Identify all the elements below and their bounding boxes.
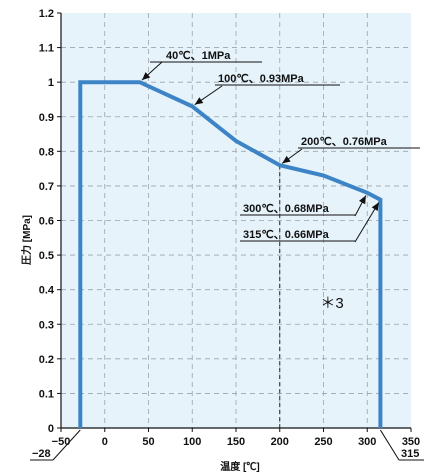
y-tick-label: 0.4: [39, 285, 55, 297]
x-extra-leader-right: [379, 429, 400, 461]
annotation-arrowhead: [282, 155, 291, 164]
x-extra-label-left: −28: [32, 448, 51, 460]
x-tick-label: 150: [227, 436, 245, 448]
y-tick-label: 1.2: [39, 8, 54, 20]
annotation-label: 300℃、0.68MPa: [243, 203, 330, 215]
annotation-label: 315℃、0.66MPa: [243, 229, 330, 241]
series-line: [78, 80, 383, 428]
x-extra-leader-left: [52, 429, 81, 461]
x-tick-label: −50: [52, 436, 71, 448]
x-tick-label: 250: [314, 436, 332, 448]
y-tick-label: 0.7: [39, 181, 54, 193]
annotation-arrowhead: [371, 202, 379, 211]
annotations: 40℃、1MPa 100℃、0.93MPa 200℃、0.76MPa 300℃、0.6…: [141, 50, 420, 243]
y-tick-label: 0.6: [39, 216, 54, 228]
annotation-label: 40℃、1MPa: [166, 50, 231, 62]
y-tick-label: 0.2: [39, 354, 54, 366]
y-tick-label: 0.1: [39, 388, 54, 400]
y-tick-label: 0.5: [39, 250, 54, 262]
annotation-label: 200℃、0.76MPa: [301, 136, 388, 148]
y-axis-label: 圧力 [MPa]: [20, 215, 33, 265]
annotation-arrowhead: [141, 72, 151, 81]
x-tick-label: 100: [183, 436, 201, 448]
x-axis-label: 温度 [℃]: [220, 460, 259, 473]
y-tick-label: 0.8: [39, 146, 54, 158]
x-tick-label: 350: [402, 436, 420, 448]
y-tick-label: 0.3: [39, 319, 54, 331]
note-mark: ＊3: [320, 295, 343, 312]
y-tick-label: 0: [48, 423, 54, 435]
y-tick-label: 1.1: [39, 43, 54, 55]
x-tick-label: 0: [102, 436, 108, 448]
annotation-label: 100℃、0.93MPa: [218, 73, 305, 85]
x-extra-label-right: 315: [401, 448, 419, 460]
annotation-arrowhead: [194, 97, 204, 105]
x-tick-label: 300: [358, 436, 376, 448]
y-tick-label: 0.9: [39, 112, 54, 124]
x-tick-label: 200: [271, 436, 289, 448]
x-tick-label: 50: [142, 436, 154, 448]
series-layer: [78, 80, 383, 428]
y-tick-label: 1: [48, 77, 54, 89]
tick-labels: −50 0 50 100 150 200 250 300 35000.10.20.30.40.5…: [30, 8, 424, 461]
annotation-arrowhead: [359, 195, 366, 205]
axes: [57, 12, 412, 432]
grid: [61, 13, 411, 428]
